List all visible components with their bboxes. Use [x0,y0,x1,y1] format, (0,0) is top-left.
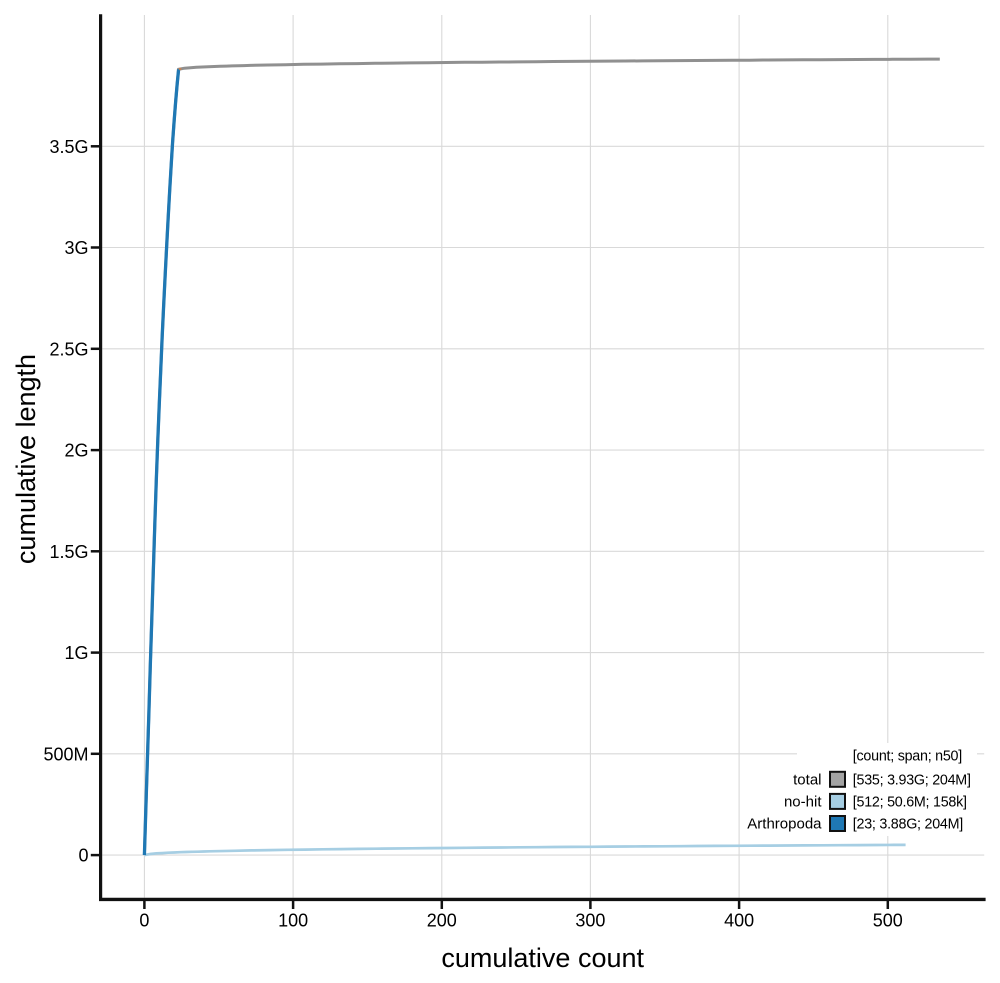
svg-text:no-hit: no-hit [784,793,822,810]
svg-text:500: 500 [873,910,903,930]
svg-text:[535; 3.93G; 204M]: [535; 3.93G; 204M] [853,772,971,788]
svg-text:total: total [793,771,821,788]
svg-text:1G: 1G [64,643,88,663]
svg-text:1.5G: 1.5G [49,542,88,562]
svg-text:Arthropoda: Arthropoda [747,816,822,833]
svg-text:2G: 2G [64,441,88,461]
svg-text:500M: 500M [43,744,88,764]
svg-text:100: 100 [278,910,308,930]
svg-text:200: 200 [427,910,457,930]
svg-text:2.5G: 2.5G [49,339,88,359]
svg-text:[512; 50.6M; 158k]: [512; 50.6M; 158k] [853,794,967,810]
svg-text:3.5G: 3.5G [49,137,88,157]
svg-text:3G: 3G [64,238,88,258]
svg-text:cumulative count: cumulative count [441,943,644,973]
svg-text:0: 0 [78,846,88,866]
svg-text:300: 300 [575,910,605,930]
svg-text:[23; 3.88G; 204M]: [23; 3.88G; 204M] [853,817,963,833]
svg-text:[count; span; n50]: [count; span; n50] [853,749,962,765]
svg-text:0: 0 [139,910,149,930]
svg-text:cumulative length: cumulative length [11,354,41,564]
svg-text:400: 400 [724,910,754,930]
